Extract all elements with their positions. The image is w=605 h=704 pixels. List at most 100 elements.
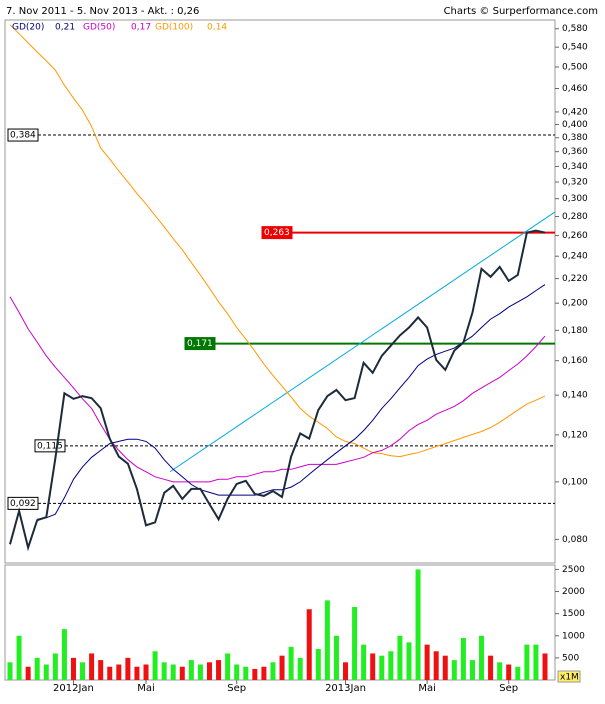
level-label: 0,171: [187, 339, 213, 349]
level-label: 0,092: [10, 499, 36, 509]
volume-bar: [89, 653, 95, 680]
volume-bar: [7, 662, 13, 680]
volume-bar: [197, 664, 203, 680]
level-box: [184, 337, 216, 351]
volume-bar: [125, 657, 131, 680]
volume-bar: [542, 653, 548, 680]
level-box: [7, 496, 39, 510]
volume-bar: [297, 657, 303, 680]
volume-bar: [206, 662, 212, 680]
y-tick-label: 0,140: [562, 391, 588, 401]
x-tick-label: Mai: [418, 683, 436, 694]
volume-bar: [433, 651, 439, 680]
volume-bar: [261, 666, 267, 680]
volume-bar: [343, 662, 349, 680]
volume-bar: [25, 666, 31, 680]
y-tick-label: 0,240: [562, 252, 588, 262]
y-tick-label: 0,220: [562, 274, 588, 284]
y-tick-label: 1500: [562, 609, 585, 619]
y-tick-label: 0,280: [562, 212, 588, 222]
volume-bar: [170, 664, 176, 680]
y-tick-label: 0,400: [562, 120, 588, 130]
volume-bar: [80, 662, 86, 680]
y-tick-label: 0,080: [562, 535, 588, 545]
volume-bar: [243, 666, 249, 680]
volume-bar: [107, 666, 113, 680]
volume-bar: [497, 662, 503, 680]
y-tick-label: 0,260: [562, 231, 588, 241]
y-tick-label: 0,460: [562, 84, 588, 94]
volume-bar: [479, 635, 485, 680]
series-line: [9, 24, 546, 458]
y-tick-label: 0,500: [562, 62, 588, 72]
volume-bar: [515, 666, 521, 680]
legend-value: 0,14: [207, 23, 227, 33]
volume-bar: [252, 668, 258, 680]
y-tick-label: 1000: [562, 631, 585, 641]
series-line: [9, 229, 546, 552]
volume-bar: [61, 629, 67, 680]
y-tick-label: 0,100: [562, 477, 588, 487]
volume-bar: [179, 666, 185, 680]
volume-bar: [406, 642, 412, 680]
legend-name: GD(50): [83, 23, 115, 33]
x-tick-label: Sep: [227, 683, 246, 694]
volume-bar: [524, 644, 530, 680]
volume-bar: [52, 653, 58, 680]
y-tick-label: 2500: [562, 565, 585, 575]
volume-bar: [352, 607, 358, 680]
y-tick-label: 2000: [562, 587, 585, 597]
volume-bar: [333, 635, 339, 680]
volume-bar: [388, 651, 394, 680]
y-tick-label: 0,420: [562, 107, 588, 117]
level-label: 0,115: [37, 441, 63, 451]
unit-label: x1M: [560, 673, 579, 683]
y-tick-label: 0,200: [562, 299, 588, 309]
y-tick-label: 0,320: [562, 178, 588, 188]
volume-bar: [370, 653, 376, 680]
volume-bar: [324, 600, 330, 680]
trend-line: [169, 211, 556, 473]
volume-bar: [270, 662, 276, 680]
volume-bar: [361, 644, 367, 680]
volume-bar: [134, 666, 140, 680]
price-frame: [4, 19, 556, 564]
volume-bar: [16, 635, 22, 680]
legend-name: GD(20): [12, 23, 44, 33]
legend-value: 0,17: [131, 23, 151, 33]
volume-bar: [506, 664, 512, 680]
volume-bar: [315, 649, 321, 680]
y-tick-label: 500: [562, 653, 579, 663]
volume-bar: [70, 657, 76, 680]
volume-bar: [216, 660, 222, 680]
y-tick-label: 0,300: [562, 194, 588, 204]
y-tick-label: 0,180: [562, 326, 588, 336]
y-tick-label: 0,380: [562, 133, 588, 143]
unit-box: [557, 670, 581, 683]
y-tick-label: 0,160: [562, 356, 588, 366]
volume-bar: [43, 664, 49, 680]
volume-bar: [442, 655, 448, 680]
volume-bar: [143, 664, 149, 680]
x-tick-label: 2012Jan: [53, 683, 94, 694]
volume-bar: [34, 657, 40, 680]
volume-bar: [306, 609, 312, 680]
volume-bar: [488, 655, 494, 680]
level-box: [7, 128, 39, 142]
volume-bar: [415, 569, 421, 680]
level-box: [261, 226, 293, 240]
volume-bar: [161, 662, 167, 680]
source: Charts © Surperformance.com: [444, 6, 598, 17]
volume-bar: [469, 660, 475, 680]
volume-bar: [234, 664, 240, 680]
y-tick-label: 0,340: [562, 162, 588, 172]
x-tick-label: 2013Jan: [325, 683, 366, 694]
x-tick-label: Sep: [499, 683, 518, 694]
level-label: 0,384: [10, 131, 36, 141]
series-line: [9, 296, 546, 483]
volume-bar: [533, 644, 539, 680]
volume-bar: [188, 660, 194, 680]
volume-bar: [451, 660, 457, 680]
